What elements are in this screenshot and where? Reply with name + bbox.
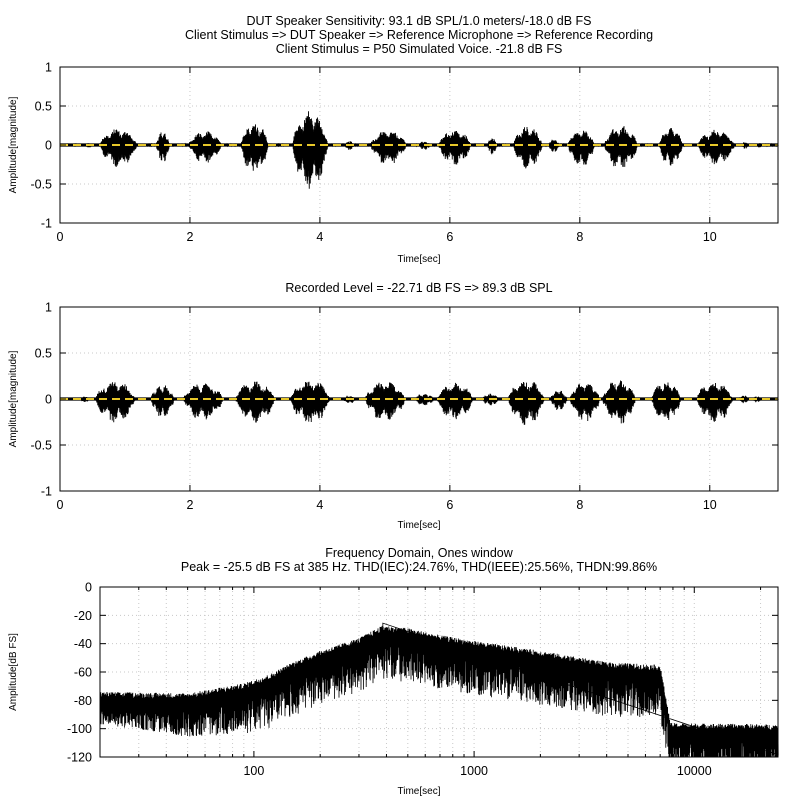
plot-area — [59, 380, 779, 425]
y-tick-label: 0 — [45, 139, 52, 153]
y-tick-label: -60 — [74, 666, 92, 680]
chart-title-line-1: Frequency Domain, Ones window — [325, 546, 514, 560]
spectrum-series — [99, 622, 779, 758]
x-tick-label: 4 — [316, 498, 323, 512]
axis-ticks: -1-0.500.510 2 4 6 8 10 — [30, 61, 778, 244]
y-tick-label: 1 — [45, 301, 52, 315]
axis-ticks: -1-0.500.510 2 4 6 8 10 — [30, 301, 778, 512]
panel-2: Recorded Level = -22.71 dB FS => 89.3 dB… — [8, 281, 779, 531]
y-axis-label: Amplitude[magnitude] — [8, 96, 19, 193]
plot-area — [99, 622, 779, 758]
x-tick-label: 0 — [57, 498, 64, 512]
y-tick-label: -1 — [41, 485, 52, 499]
x-axis-label: Time[sec] — [398, 520, 441, 531]
y-tick-label: 0 — [85, 581, 92, 595]
x-tick-label: 100 — [243, 764, 264, 778]
chart-title-line-2: Client Stimulus => DUT Speaker => Refere… — [185, 28, 653, 42]
panel-1: DUT Speaker Sensitivity: 93.1 dB SPL/1.0… — [8, 14, 779, 265]
y-tick-label: 0.5 — [35, 347, 52, 361]
y-tick-label: 0 — [45, 393, 52, 407]
y-tick-label: -80 — [74, 694, 92, 708]
waveform-series — [59, 111, 779, 189]
y-axis-label: Amplitude[magnitude] — [8, 350, 19, 447]
x-axis-label: Time[sec] — [398, 254, 441, 265]
plot-area — [59, 111, 779, 189]
x-tick-label: 10 — [703, 498, 717, 512]
y-tick-label: 1 — [45, 61, 52, 75]
x-axis-label: Time[sec] — [398, 786, 441, 797]
y-tick-label: -20 — [74, 609, 92, 623]
y-tick-label: -40 — [74, 637, 92, 651]
x-tick-label: 10 — [703, 230, 717, 244]
y-tick-label: -1 — [41, 217, 52, 231]
x-tick-label: 8 — [576, 498, 583, 512]
x-tick-label: 8 — [576, 230, 583, 244]
y-tick-label: -120 — [67, 751, 92, 765]
chart-title-line-2: Peak = -25.5 dB FS at 385 Hz. THD(IEC):2… — [181, 560, 657, 574]
y-tick-label: -100 — [67, 722, 92, 736]
chart-title-line-1: DUT Speaker Sensitivity: 93.1 dB SPL/1.0… — [246, 14, 591, 28]
x-tick-label: 0 — [57, 230, 64, 244]
waveform-series — [59, 380, 779, 425]
x-tick-label: 10000 — [677, 764, 712, 778]
x-tick-label: 2 — [186, 498, 193, 512]
y-tick-label: -0.5 — [30, 439, 52, 453]
axis-ticks: -120 -100 -80 -60 -40 -20 0 100 1000 10000 — [67, 581, 778, 778]
y-tick-label: 0.5 — [35, 100, 52, 114]
y-tick-label: -0.5 — [30, 178, 52, 192]
chart-title-line-3: Client Stimulus = P50 Simulated Voice. -… — [276, 42, 563, 56]
x-tick-label: 6 — [446, 498, 453, 512]
chart-title-line-1: Recorded Level = -22.71 dB FS => 89.3 dB… — [285, 281, 552, 295]
y-axis-label: Amplitude[dB FS] — [8, 633, 19, 711]
x-tick-label: 1000 — [460, 764, 488, 778]
x-tick-label: 2 — [186, 230, 193, 244]
x-tick-label: 6 — [446, 230, 453, 244]
x-tick-label: 4 — [316, 230, 323, 244]
